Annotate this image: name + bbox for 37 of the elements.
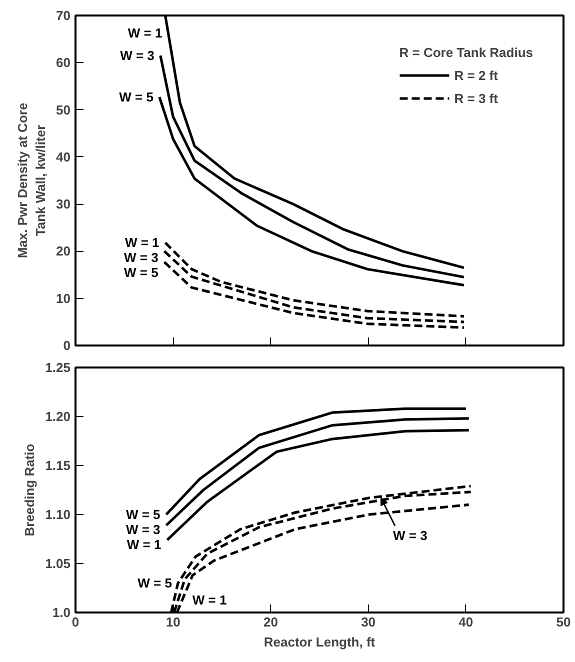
legend-label: R = 2 ft [454, 68, 498, 82]
annotation: W = 3 [126, 522, 160, 537]
x-tick-label: 10 [166, 614, 180, 630]
y-tick-label: 1.20 [45, 409, 71, 424]
y-tick-label: 1.05 [45, 556, 71, 571]
y-axis-title: Breeding Ratio [22, 444, 38, 536]
y-axis-title: Max. Pwr Density at Core Tank Wall, kw/liter [15, 102, 48, 258]
annotation: W = 1 [192, 592, 227, 608]
annotation: W = 1 [124, 235, 160, 250]
y-tick-label: 1.0 [52, 605, 71, 620]
y-tick-label: 1.10 [45, 507, 71, 522]
y-tick-label: 70 [56, 8, 71, 23]
annotation: W = 3 [124, 250, 158, 266]
y-tick-label: 20 [56, 244, 71, 259]
y-tick-label: 0 [63, 338, 71, 353]
y-tick-label: 10 [56, 290, 71, 306]
x-tick-label: 30 [361, 614, 376, 630]
annotation: W = 5 [119, 90, 154, 105]
x-tick-label: 50 [556, 614, 571, 630]
annotation: W = 3 [120, 48, 154, 64]
annotation: W = 1 [126, 537, 162, 552]
y-tick-label: 40 [56, 149, 71, 164]
y-tick-label: 50 [56, 102, 71, 118]
x-tick-label: 40 [458, 614, 474, 630]
x-axis-title: Reactor Length, ft [264, 634, 376, 650]
legend-label: R = 3 ft [454, 90, 498, 106]
y-tick-label: 60 [56, 55, 71, 70]
annotation: W = 5 [124, 265, 158, 280]
y-tick-label: 1.25 [45, 360, 71, 375]
x-tick-label: 20 [263, 614, 278, 630]
y-tick-label: 30 [56, 196, 71, 212]
legend-title: R = Core Tank Radius [399, 45, 533, 60]
annotation: W = 3 [392, 528, 428, 543]
annotation: W = 5 [138, 576, 172, 591]
annotation: W = 5 [126, 507, 160, 522]
annotation: W = 1 [128, 25, 162, 40]
y-tick-label: 1.15 [45, 458, 71, 473]
